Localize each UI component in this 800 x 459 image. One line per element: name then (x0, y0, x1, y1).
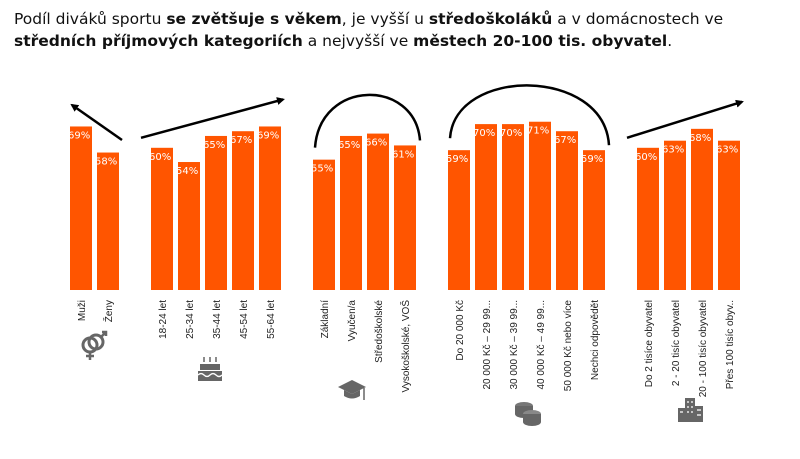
title-segment: . (667, 32, 673, 50)
category-label: Nechci odpovědět (590, 300, 601, 380)
coins-icon (515, 402, 541, 426)
bar (70, 126, 92, 290)
category-label: 40 000 Kč – 49 99... (536, 300, 547, 390)
bar (502, 124, 524, 290)
value-label: 67% (554, 135, 576, 146)
graduation-cap-icon (338, 380, 366, 400)
slide-title: Podíl diváků sportu se zvětšuje s věkem,… (14, 8, 794, 52)
title-segment: Podíl diváků sportu (14, 10, 167, 28)
title-segment: středoškoláků (428, 10, 553, 28)
bar (637, 147, 659, 290)
category-label: Základní (320, 300, 331, 339)
bar (178, 162, 200, 290)
value-label: 61% (392, 149, 414, 160)
title-segment: a nejvyšší ve (302, 32, 414, 50)
category-label: Přes 100 tisíc obyv.. (725, 300, 736, 389)
title-segment: městech 20-100 tis. obyvatel (413, 32, 668, 50)
category-label: Vysokoškolské, VOŠ (399, 300, 412, 393)
bar (205, 135, 227, 290)
category-label: 55-64 let (266, 300, 277, 339)
category-label: 25-34 let (185, 300, 196, 339)
value-label: 54% (176, 166, 198, 177)
category-label: 2 - 20 tisíc obyvatel (671, 300, 682, 386)
value-label: 59% (446, 154, 468, 165)
trend-arrow (140, 97, 285, 140)
city-buildings-icon (678, 398, 703, 422)
bar (151, 147, 173, 290)
value-label: 65% (203, 140, 225, 151)
value-label: 55% (311, 164, 333, 175)
value-label: 63% (662, 145, 684, 156)
value-label: 68% (689, 133, 711, 144)
category-label: 35-44 let (212, 300, 223, 339)
category-label: Do 20 000 Kč (455, 300, 466, 361)
category-label: 18-24 let (158, 300, 169, 339)
bar (232, 131, 254, 290)
trend-arc (313, 93, 422, 148)
category-label: Muži (77, 300, 88, 321)
category-label: 30 000 Kč – 39 99... (509, 300, 520, 390)
bar (394, 145, 416, 290)
category-label: 20 000 Kč – 29 99... (482, 300, 493, 390)
title-segment: a v domácnostech ve (552, 10, 724, 28)
title-segment: středních příjmových kategoriích (14, 32, 303, 50)
category-label: Vyučen/a (347, 300, 358, 342)
category-label: 50 000 Kč nebo více (563, 300, 574, 392)
bar (556, 131, 578, 290)
birthday-cake-icon (197, 357, 223, 381)
trend-arrow (70, 103, 123, 142)
bar (448, 150, 470, 290)
value-label: 69% (257, 130, 279, 141)
value-label: 67% (230, 135, 252, 146)
bar (259, 126, 281, 290)
value-label: 60% (149, 152, 171, 163)
gender-icon (81, 330, 108, 360)
value-label: 63% (716, 145, 738, 156)
value-label: 58% (95, 157, 117, 168)
bar (313, 159, 335, 290)
bar (583, 150, 605, 290)
value-label: 60% (635, 152, 657, 163)
trend-arrow (626, 99, 744, 139)
bar (664, 140, 686, 290)
value-label: 59% (581, 154, 603, 165)
trend-arc (448, 84, 611, 146)
bar (340, 135, 362, 290)
title-segment: se zvětšuje s věkem (166, 10, 342, 28)
bar (718, 140, 740, 290)
category-label: Ženy (102, 300, 115, 322)
bar (691, 128, 713, 290)
value-label: 66% (365, 138, 387, 149)
bar (475, 124, 497, 290)
value-label: 69% (68, 130, 90, 141)
value-label: 70% (500, 128, 522, 139)
value-label: 65% (338, 140, 360, 151)
category-label: 20 - 100 tisíc obyvatel (698, 300, 709, 397)
title-segment: , je vyšší u (341, 10, 429, 28)
bar (367, 133, 389, 290)
category-label: Středoškolské (374, 300, 385, 363)
category-label: 45-54 let (239, 300, 250, 339)
value-label: 71% (527, 126, 549, 137)
bar (529, 121, 551, 290)
value-label: 70% (473, 128, 495, 139)
bar (97, 152, 119, 290)
category-label: Do 2 tisíce obyvatel (644, 300, 655, 387)
